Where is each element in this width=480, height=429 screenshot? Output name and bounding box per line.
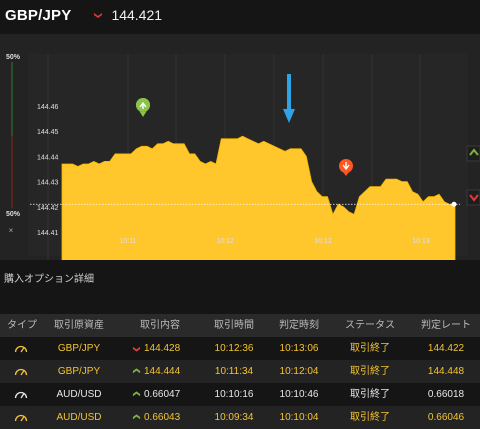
content-value: 0.66047 [144,389,181,400]
x-tick-label: 10:12 [216,238,234,245]
rate-cell: 0.66046 [427,412,465,423]
x-tick-label: 10:13 [412,238,430,245]
price-chart[interactable]: 144.46 144.45 144.44 144.43 144.42 144.41 10:… [0,30,480,260]
put-button[interactable] [466,189,480,206]
price-area [61,135,456,260]
table-row[interactable]: AUD/USD 0.66047 10:10:16 10:10:46 取引終了 0.6601… [0,383,480,406]
x-tick-label: 10:11 [120,238,137,245]
table-row[interactable]: AUD/USD 0.66043 10:09:34 10:10:04 取引終了 0.6604… [0,406,480,429]
header-time: 取引時間 [214,320,254,331]
asset-cell: AUD/USD [56,412,102,423]
time-cell: 10:11:34 [214,366,254,377]
judge-time-cell: 10:10:04 [279,412,319,423]
judge-time-cell: 10:12:04 [279,366,319,377]
header: GBP/JPY 144.421 [0,0,480,30]
header-content: 取引内容 [140,320,180,331]
type-cell [0,406,44,429]
table-header: タイプ 取引原資産 取引内容 取引時間 判定時刻 ステータス 判定レート [0,314,480,337]
y-axis-ticks: 144.46 144.45 144.44 144.43 144.42 144.41 [37,104,59,237]
sentiment-top-label: 50% [5,54,20,61]
close-icon[interactable]: × [8,226,14,235]
down-direction-icon [94,13,103,18]
content-value: 0.66043 [144,412,181,423]
up-arrow-icon [132,414,141,420]
y-tick-label: 144.41 [37,230,59,237]
options-table: タイプ 取引原資産 取引内容 取引時間 判定時刻 ステータス 判定レート GBP… [0,314,480,429]
down-arrow-icon [132,346,141,352]
section-title: 購入オプション詳細 [4,274,94,285]
judge-time-cell: 10:10:46 [279,389,319,400]
header-judge-time: 判定時刻 [279,320,319,331]
time-cell: 10:09:34 [214,412,254,423]
header-rate: 判定レート [421,320,471,331]
chart-svg: 144.46 144.45 144.44 144.43 144.42 144.41 10:… [0,30,480,260]
current-price: 144.421 [111,7,163,23]
current-price-dot [451,201,457,207]
down-entry-marker [339,159,353,176]
content-value: 144.444 [144,366,181,377]
call-button[interactable] [466,145,480,162]
status-cell: 取引終了 [350,343,390,354]
blue-arrow-marker [283,74,295,123]
type-cell [0,337,44,360]
asset-cell: GBP/JPY [57,343,101,354]
sentiment-bottom-label: 50% [5,211,20,218]
up-arrow-icon [132,368,141,374]
time-cell: 10:12:36 [214,343,254,354]
y-tick-label: 144.43 [37,180,59,187]
y-tick-label: 144.45 [37,129,59,136]
y-tick-label: 144.42 [37,205,59,212]
judge-time-cell: 10:13:06 [279,343,319,354]
header-asset: 取引原資産 [54,320,104,331]
up-arrow-icon [132,391,141,397]
content-cell: 144.444 [132,360,194,383]
asset-cell: GBP/JPY [57,366,101,377]
gauge-icon [14,415,27,422]
status-cell: 取引終了 [350,412,390,423]
status-cell: 取引終了 [350,366,390,377]
y-tick-label: 144.44 [37,154,59,161]
rate-cell: 144.422 [427,343,465,354]
y-tick-label: 144.46 [37,104,59,111]
asset-cell: AUD/USD [56,389,102,400]
table-row[interactable]: GBP/JPY 144.428 10:12:36 10:13:06 取引終了 144.42… [0,337,480,360]
header-type: タイプ [7,320,37,331]
content-cell: 144.428 [132,337,194,360]
header-status: ステータス [345,320,395,331]
asset-pair-title: GBP/JPY [5,6,72,24]
rate-cell: 0.66018 [427,389,465,400]
time-cell: 10:10:16 [214,389,254,400]
x-axis-ticks: 10:11 10:12 10:12 10:13 [120,238,430,245]
content-cell: 0.66047 [132,383,194,406]
rate-cell: 144.448 [427,366,465,377]
content-value: 144.428 [144,343,181,354]
gauge-icon [14,392,27,399]
status-cell: 取引終了 [350,389,390,400]
gauge-icon [14,369,27,376]
table-row[interactable]: GBP/JPY 144.444 10:11:34 10:12:04 取引終了 144.44… [0,360,480,383]
type-cell [0,383,44,406]
x-tick-label: 10:12 [314,238,332,245]
up-entry-marker [135,98,150,117]
content-cell: 0.66043 [132,406,194,429]
gauge-icon [14,346,27,353]
type-cell [0,360,44,383]
